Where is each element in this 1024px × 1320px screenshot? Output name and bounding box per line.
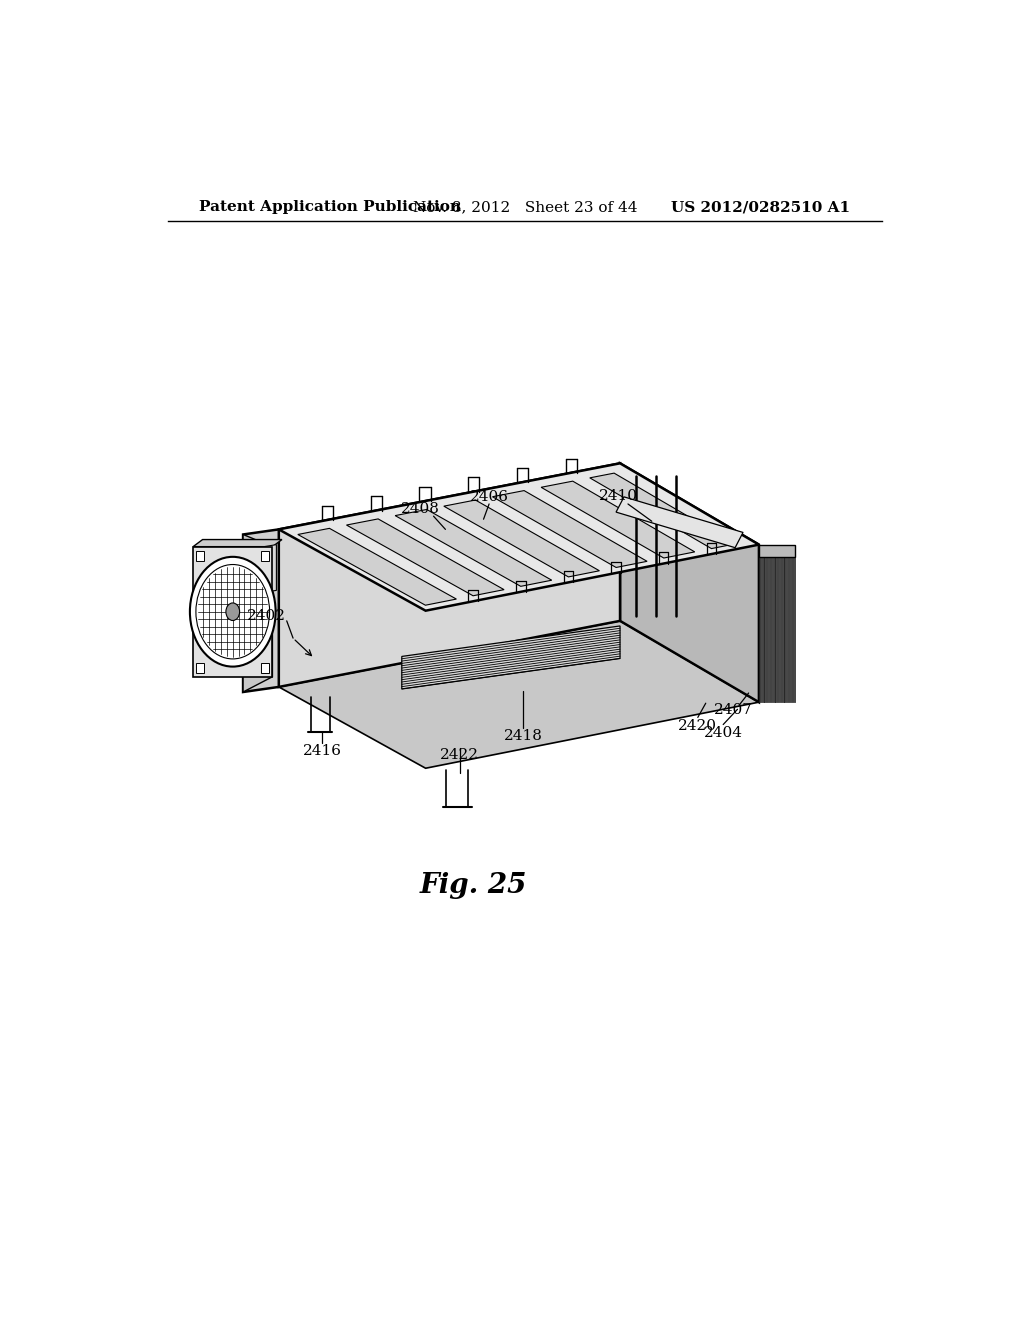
Text: 2410: 2410: [599, 488, 638, 503]
Polygon shape: [298, 528, 457, 605]
Polygon shape: [493, 491, 647, 568]
Polygon shape: [620, 463, 759, 702]
Polygon shape: [246, 545, 276, 595]
Polygon shape: [243, 535, 272, 692]
Text: 2404: 2404: [703, 726, 742, 739]
Text: Patent Application Publication: Patent Application Publication: [200, 201, 462, 214]
Text: 2402: 2402: [248, 609, 287, 623]
Bar: [197, 663, 204, 673]
Text: US 2012/0282510 A1: US 2012/0282510 A1: [671, 201, 850, 214]
Polygon shape: [243, 529, 279, 692]
Bar: [261, 550, 269, 561]
Circle shape: [189, 557, 275, 667]
Text: 2420: 2420: [678, 718, 717, 733]
Polygon shape: [541, 482, 694, 558]
Text: 2407: 2407: [714, 704, 753, 717]
Bar: [197, 550, 204, 561]
Polygon shape: [194, 540, 282, 546]
Text: Nov. 8, 2012   Sheet 23 of 44: Nov. 8, 2012 Sheet 23 of 44: [413, 201, 637, 214]
Polygon shape: [443, 500, 599, 577]
Polygon shape: [616, 496, 743, 548]
Polygon shape: [590, 473, 735, 549]
Bar: [261, 663, 269, 673]
Text: Fig. 25: Fig. 25: [420, 871, 527, 899]
Polygon shape: [759, 545, 796, 557]
Circle shape: [226, 603, 240, 620]
Text: 2418: 2418: [504, 729, 543, 743]
Polygon shape: [346, 519, 504, 595]
Text: 2422: 2422: [440, 748, 479, 762]
Polygon shape: [401, 626, 620, 689]
Text: 2416: 2416: [303, 744, 342, 758]
Text: 2406: 2406: [470, 490, 509, 504]
Polygon shape: [194, 546, 272, 677]
Polygon shape: [395, 510, 552, 586]
Text: 2408: 2408: [400, 502, 439, 516]
Polygon shape: [279, 620, 759, 768]
Polygon shape: [279, 463, 620, 686]
Polygon shape: [279, 463, 759, 611]
Circle shape: [196, 565, 269, 659]
